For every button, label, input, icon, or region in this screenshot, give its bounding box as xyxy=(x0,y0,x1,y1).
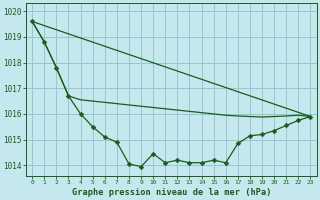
X-axis label: Graphe pression niveau de la mer (hPa): Graphe pression niveau de la mer (hPa) xyxy=(72,188,271,197)
